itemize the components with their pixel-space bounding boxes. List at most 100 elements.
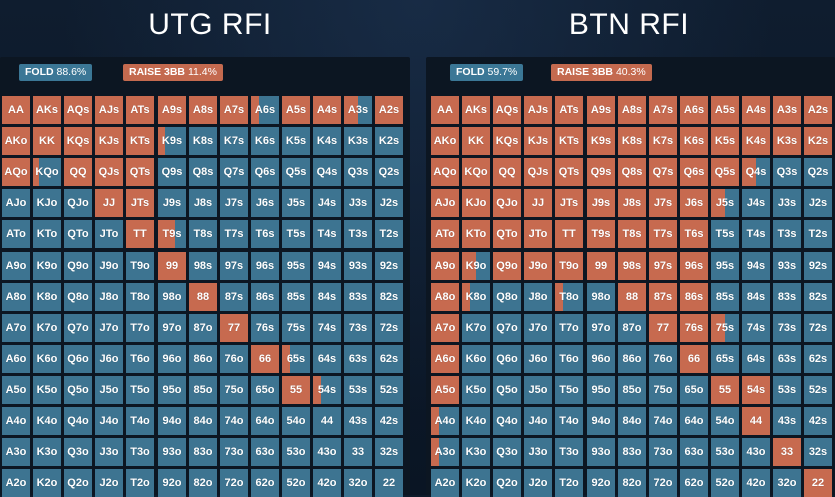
hand-cell-75o[interactable]: 75o — [220, 376, 248, 404]
hand-cell-AJo[interactable]: AJo — [431, 189, 459, 217]
hand-cell-AKo[interactable]: AKo — [2, 127, 30, 155]
hand-cell-K6o[interactable]: K6o — [33, 345, 61, 373]
hand-cell-76o[interactable]: 76o — [649, 345, 677, 373]
hand-cell-Q5o[interactable]: Q5o — [493, 376, 521, 404]
hand-cell-K3s[interactable]: K3s — [773, 127, 801, 155]
hand-cell-J8o[interactable]: J8o — [524, 283, 552, 311]
hand-cell-65o[interactable]: 65o — [251, 376, 279, 404]
hand-cell-A3o[interactable]: A3o — [431, 438, 459, 466]
hand-cell-TT[interactable]: TT — [555, 220, 583, 248]
hand-cell-85s[interactable]: 85s — [282, 283, 310, 311]
hand-cell-A9s[interactable]: A9s — [158, 96, 186, 124]
hand-cell-73s[interactable]: 73s — [344, 314, 372, 342]
hand-cell-KTo[interactable]: KTo — [462, 220, 490, 248]
hand-cell-Q9s[interactable]: Q9s — [587, 158, 615, 186]
hand-cell-ATo[interactable]: ATo — [431, 220, 459, 248]
hand-cell-KJs[interactable]: KJs — [95, 127, 123, 155]
hand-cell-A2o[interactable]: A2o — [431, 469, 459, 497]
hand-cell-Q2o[interactable]: Q2o — [493, 469, 521, 497]
hand-cell-76s[interactable]: 76s — [680, 314, 708, 342]
hand-cell-K9o[interactable]: K9o — [462, 252, 490, 280]
hand-cell-44[interactable]: 44 — [313, 407, 341, 435]
hand-cell-T5s[interactable]: T5s — [711, 220, 739, 248]
hand-cell-93s[interactable]: 93s — [344, 252, 372, 280]
hand-cell-42s[interactable]: 42s — [804, 407, 832, 435]
hand-cell-54o[interactable]: 54o — [711, 407, 739, 435]
hand-cell-94s[interactable]: 94s — [742, 252, 770, 280]
hand-cell-Q8o[interactable]: Q8o — [64, 283, 92, 311]
hand-cell-A9o[interactable]: A9o — [431, 252, 459, 280]
hand-cell-95o[interactable]: 95o — [587, 376, 615, 404]
hand-cell-TT[interactable]: TT — [126, 220, 154, 248]
hand-cell-52s[interactable]: 52s — [375, 376, 403, 404]
hand-cell-74s[interactable]: 74s — [742, 314, 770, 342]
hand-cell-J5s[interactable]: J5s — [711, 189, 739, 217]
hand-cell-T7s[interactable]: T7s — [220, 220, 248, 248]
hand-cell-63o[interactable]: 63o — [680, 438, 708, 466]
hand-cell-JJ[interactable]: JJ — [95, 189, 123, 217]
hand-cell-42s[interactable]: 42s — [375, 407, 403, 435]
hand-cell-22[interactable]: 22 — [804, 469, 832, 497]
hand-cell-Q3s[interactable]: Q3s — [773, 158, 801, 186]
hand-cell-84o[interactable]: 84o — [618, 407, 646, 435]
hand-cell-94s[interactable]: 94s — [313, 252, 341, 280]
hand-cell-AQs[interactable]: AQs — [64, 96, 92, 124]
hand-cell-QJs[interactable]: QJs — [524, 158, 552, 186]
hand-cell-QTs[interactable]: QTs — [126, 158, 154, 186]
hand-cell-Q5s[interactable]: Q5s — [282, 158, 310, 186]
hand-cell-J5o[interactable]: J5o — [95, 376, 123, 404]
hand-cell-94o[interactable]: 94o — [158, 407, 186, 435]
hand-cell-A6s[interactable]: A6s — [680, 96, 708, 124]
hand-cell-74o[interactable]: 74o — [649, 407, 677, 435]
hand-cell-J4s[interactable]: J4s — [742, 189, 770, 217]
hand-cell-K9s[interactable]: K9s — [158, 127, 186, 155]
hand-cell-98o[interactable]: 98o — [587, 283, 615, 311]
hand-cell-T8s[interactable]: T8s — [618, 220, 646, 248]
hand-cell-75s[interactable]: 75s — [282, 314, 310, 342]
hand-cell-77[interactable]: 77 — [220, 314, 248, 342]
hand-cell-84s[interactable]: 84s — [313, 283, 341, 311]
hand-cell-AA[interactable]: AA — [431, 96, 459, 124]
hand-cell-84s[interactable]: 84s — [742, 283, 770, 311]
hand-cell-83o[interactable]: 83o — [618, 438, 646, 466]
hand-cell-43s[interactable]: 43s — [344, 407, 372, 435]
hand-cell-92s[interactable]: 92s — [375, 252, 403, 280]
hand-cell-98s[interactable]: 98s — [618, 252, 646, 280]
hand-cell-K3o[interactable]: K3o — [462, 438, 490, 466]
hand-cell-J3s[interactable]: J3s — [344, 189, 372, 217]
hand-cell-ATs[interactable]: ATs — [555, 96, 583, 124]
hand-cell-J9s[interactable]: J9s — [587, 189, 615, 217]
hand-cell-QTs[interactable]: QTs — [555, 158, 583, 186]
hand-cell-K8s[interactable]: K8s — [618, 127, 646, 155]
hand-cell-A8s[interactable]: A8s — [189, 96, 217, 124]
hand-cell-KJo[interactable]: KJo — [33, 189, 61, 217]
hand-cell-93s[interactable]: 93s — [773, 252, 801, 280]
hand-cell-KJs[interactable]: KJs — [524, 127, 552, 155]
hand-cell-76s[interactable]: 76s — [251, 314, 279, 342]
hand-cell-T9s[interactable]: T9s — [158, 220, 186, 248]
hand-cell-96o[interactable]: 96o — [587, 345, 615, 373]
raise-badge-btn[interactable]: RAISE 3BB 40.3% — [551, 64, 652, 81]
hand-cell-AKs[interactable]: AKs — [33, 96, 61, 124]
hand-cell-96s[interactable]: 96s — [680, 252, 708, 280]
hand-cell-43s[interactable]: 43s — [773, 407, 801, 435]
hand-cell-Q6s[interactable]: Q6s — [680, 158, 708, 186]
hand-cell-64o[interactable]: 64o — [680, 407, 708, 435]
hand-cell-A2s[interactable]: A2s — [804, 96, 832, 124]
hand-cell-A5o[interactable]: A5o — [2, 376, 30, 404]
hand-cell-AA[interactable]: AA — [2, 96, 30, 124]
hand-cell-K6s[interactable]: K6s — [251, 127, 279, 155]
hand-cell-T6s[interactable]: T6s — [680, 220, 708, 248]
hand-cell-52o[interactable]: 52o — [711, 469, 739, 497]
hand-cell-Q3s[interactable]: Q3s — [344, 158, 372, 186]
hand-cell-72s[interactable]: 72s — [375, 314, 403, 342]
hand-cell-J7s[interactable]: J7s — [220, 189, 248, 217]
hand-cell-53s[interactable]: 53s — [344, 376, 372, 404]
hand-cell-43o[interactable]: 43o — [313, 438, 341, 466]
hand-cell-97o[interactable]: 97o — [158, 314, 186, 342]
hand-cell-53o[interactable]: 53o — [711, 438, 739, 466]
hand-cell-J6o[interactable]: J6o — [95, 345, 123, 373]
hand-cell-T2o[interactable]: T2o — [126, 469, 154, 497]
hand-cell-T7o[interactable]: T7o — [555, 314, 583, 342]
hand-cell-K9s[interactable]: K9s — [587, 127, 615, 155]
